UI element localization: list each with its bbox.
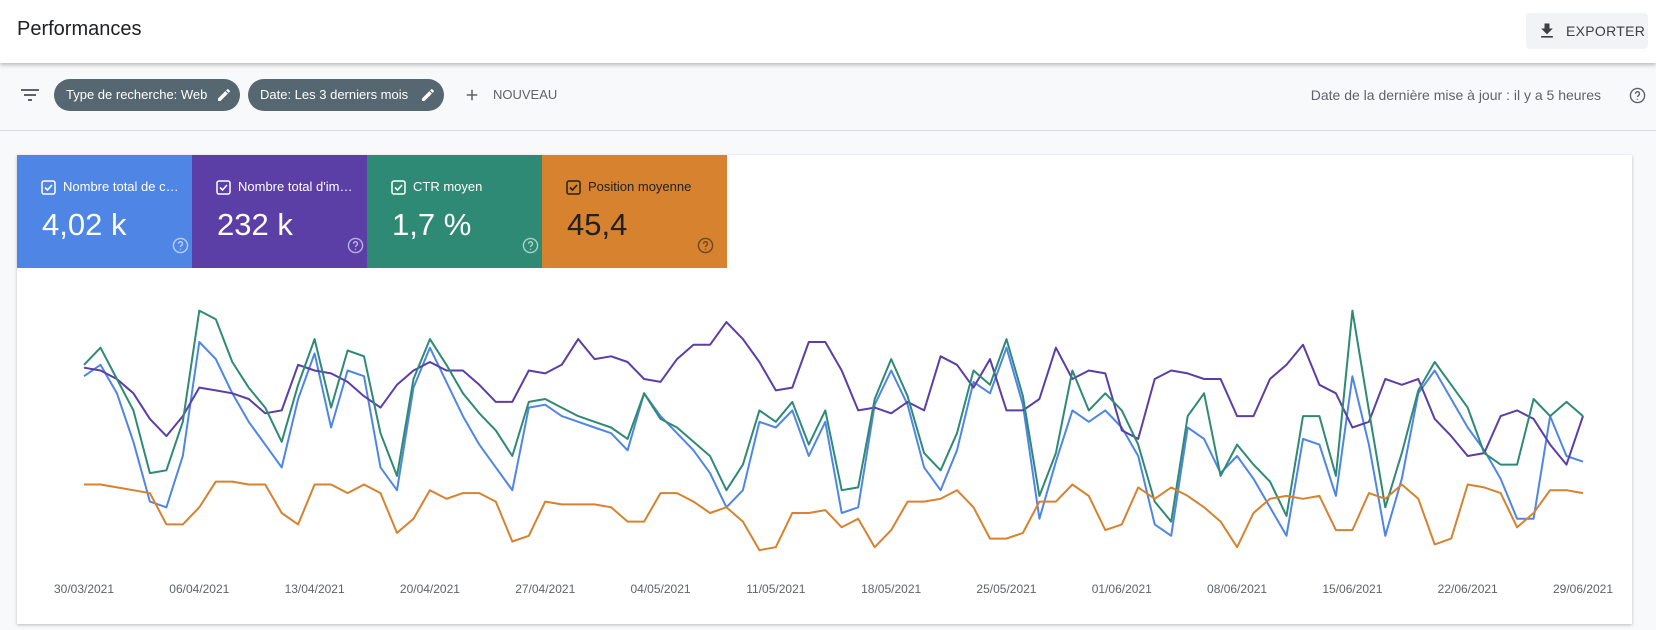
help-icon[interactable] — [1629, 87, 1646, 104]
metric-value: 1,7 % — [392, 207, 472, 242]
checkbox-tick — [569, 184, 578, 192]
help-mark — [527, 241, 534, 250]
add-filter-label: NOUVEAU — [493, 87, 558, 102]
checkbox-box — [41, 180, 56, 195]
checkbox-tick — [44, 184, 53, 192]
help-mark — [702, 241, 709, 250]
checkbox-box — [216, 180, 231, 195]
chart: 30/03/2021 06/04/2021 13/04/2021 20/04/2021… — [54, 309, 1613, 596]
filter-chip[interactable]: Type de recherche: Web — [54, 79, 240, 111]
x-tick-label: 04/05/2021 — [631, 582, 691, 596]
metric-label: Position moyenne — [588, 179, 692, 194]
metric-label: CTR moyen — [413, 179, 483, 194]
checkbox[interactable] — [391, 180, 406, 195]
help-icon[interactable] — [172, 237, 189, 254]
help-circle — [172, 237, 189, 254]
edit-icon — [422, 88, 434, 101]
metric-value: 45,4 — [567, 207, 628, 242]
metric-value: 232 k — [217, 207, 293, 242]
help-circle — [697, 237, 714, 254]
help-circle — [347, 237, 364, 254]
chart-card: 30/03/2021 06/04/2021 13/04/2021 20/04/2021… — [17, 155, 1632, 624]
x-tick-label: 20/04/2021 — [400, 582, 460, 596]
x-tick-label: 15/06/2021 — [1322, 582, 1382, 596]
header: Performances EXPORTER — [0, 0, 1656, 63]
x-tick-label: 06/04/2021 — [169, 582, 229, 596]
series-line — [83, 321, 1584, 466]
x-tick-label: 08/06/2021 — [1207, 582, 1267, 596]
x-tick-label: 30/03/2021 — [54, 582, 114, 596]
chip-label: Date: Les 3 derniers mois — [260, 87, 409, 102]
help-icon[interactable] — [697, 237, 714, 254]
chip-label: Type de recherche: Web — [66, 87, 208, 102]
checkbox-box — [566, 180, 581, 195]
page-title: Performances — [17, 18, 142, 40]
last-update: Date de la dernière mise à jour : il y a… — [1310, 87, 1601, 103]
metric-value: 4,02 k — [42, 207, 127, 242]
metric-tile[interactable]: CTR moyen 1,7 % — [367, 155, 552, 268]
metric-tile[interactable]: Position moyenne 45,4 — [542, 155, 727, 268]
filter-bar: Type de recherche: Web Date: Les 3 derni… — [0, 63, 1656, 131]
x-tick-label: 27/04/2021 — [515, 582, 575, 596]
x-tick-label: 13/04/2021 — [285, 582, 345, 596]
metric-label: Nombre total d'im… — [238, 179, 353, 194]
x-tick-label: 18/05/2021 — [861, 582, 921, 596]
download-icon — [1541, 23, 1553, 38]
export-button[interactable]: EXPORTER — [1526, 13, 1648, 49]
help-circle — [522, 237, 539, 254]
series-line — [83, 309, 1584, 523]
help-icon[interactable] — [522, 237, 539, 254]
help-mark — [352, 241, 359, 250]
filter-chip[interactable]: Date: Les 3 derniers mois — [248, 79, 444, 111]
checkbox-box — [391, 180, 406, 195]
x-tick-label: 22/06/2021 — [1438, 582, 1498, 596]
x-tick-label: 25/05/2021 — [976, 582, 1036, 596]
x-tick-label: 11/05/2021 — [746, 582, 805, 596]
x-tick-label: 01/06/2021 — [1092, 582, 1152, 596]
help-icon[interactable] — [347, 237, 364, 254]
export-label: EXPORTER — [1566, 23, 1646, 39]
checkbox[interactable] — [216, 180, 231, 195]
series-line — [83, 341, 1584, 537]
x-tick-label: 29/06/2021 — [1553, 582, 1613, 596]
metric-label: Nombre total de c… — [63, 179, 179, 194]
checkbox[interactable] — [566, 180, 581, 195]
metric-tile[interactable]: Nombre total de c… 4,02 k — [17, 155, 202, 268]
series-line — [84, 480, 1584, 552]
checkbox[interactable] — [41, 180, 56, 195]
checkbox-tick — [394, 184, 403, 192]
metric-tile[interactable]: Nombre total d'im… 232 k — [192, 155, 377, 268]
edit-icon — [218, 88, 230, 101]
checkbox-tick — [219, 184, 228, 192]
filter-icon[interactable] — [18, 83, 42, 107]
plus-icon — [466, 89, 478, 101]
help-mark — [177, 241, 184, 250]
